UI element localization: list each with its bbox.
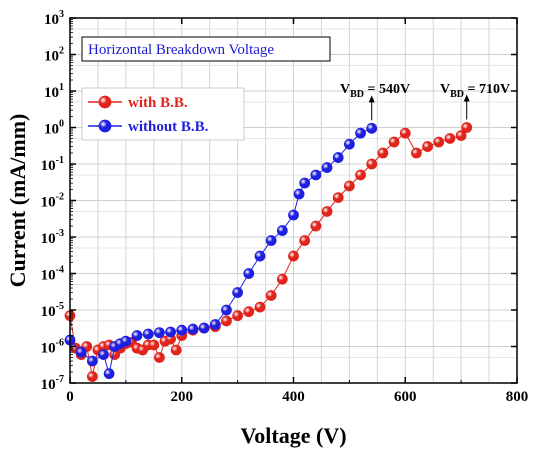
- y-tick-label: 10-2: [41, 192, 64, 211]
- chart-title-box: Horizontal Breakdown Voltage: [81, 36, 331, 62]
- x-tick-label: 0: [66, 389, 74, 405]
- data-point: [86, 371, 98, 382]
- data-point: [265, 235, 277, 246]
- data-point: [98, 349, 109, 360]
- data-point: [232, 310, 244, 322]
- data-point: [276, 273, 288, 285]
- y-tick-label: 10-1: [41, 155, 64, 174]
- data-point: [221, 304, 232, 316]
- data-point: [299, 235, 311, 246]
- data-point: [332, 152, 344, 163]
- y-tick-label: 100: [44, 119, 64, 138]
- x-tick-label: 400: [282, 389, 305, 405]
- data-point: [411, 147, 422, 159]
- y-tick-label: 10-3: [41, 228, 64, 247]
- data-point: [355, 127, 366, 139]
- data-point: [187, 323, 199, 335]
- legend-marker: [98, 119, 112, 133]
- y-tick-label: 10-6: [41, 338, 64, 357]
- data-point: [455, 130, 467, 141]
- data-point: [433, 136, 445, 148]
- x-tick-label: 600: [394, 389, 417, 405]
- series-with-bb: [64, 122, 473, 382]
- data-point: [461, 122, 473, 133]
- data-point: [332, 192, 344, 204]
- data-point: [321, 162, 333, 173]
- y-tick-label: 10-7: [41, 374, 64, 393]
- data-point: [153, 352, 165, 363]
- data-point: [366, 158, 378, 170]
- data-point: [221, 315, 232, 327]
- data-point: [176, 324, 188, 336]
- x-tick-label: 200: [171, 389, 194, 405]
- y-tick-label: 103: [44, 9, 64, 28]
- chart-title: Horizontal Breakdown Voltage: [88, 42, 274, 58]
- legend: with B.B. without B.B.: [81, 87, 245, 141]
- data-point: [343, 180, 355, 192]
- data-point: [399, 127, 411, 139]
- data-point: [288, 209, 299, 221]
- y-tick-label: 10-5: [41, 301, 64, 320]
- data-point: [388, 136, 400, 148]
- data-point: [243, 268, 255, 279]
- annotation-label: VBD = 540V: [340, 82, 410, 100]
- data-point: [254, 301, 266, 313]
- y-tick-label: 10-4: [41, 265, 64, 284]
- data-point: [142, 328, 154, 340]
- legend-marker: [98, 95, 112, 109]
- data-point: [288, 250, 299, 262]
- data-point: [343, 138, 355, 150]
- y-axis-label: Current (mA/mm): [5, 114, 30, 288]
- data-point: [310, 169, 322, 181]
- legend-label: without B.B.: [128, 119, 209, 135]
- data-point: [243, 306, 255, 318]
- plot-area: [64, 122, 473, 382]
- data-point: [131, 330, 143, 341]
- annotation-label: VBD = 710V: [440, 82, 510, 100]
- data-point: [209, 319, 221, 330]
- data-point: [265, 290, 277, 301]
- y-tick-label: 102: [44, 46, 64, 65]
- data-point: [366, 122, 378, 134]
- data-point: [299, 177, 311, 189]
- annotations: VBD = 540V VBD = 710V: [340, 82, 510, 121]
- data-point: [120, 335, 132, 347]
- x-tick-label: 800: [506, 389, 529, 405]
- annotation-arrowhead: [368, 95, 375, 103]
- series-without-bb: [64, 122, 378, 380]
- data-point: [153, 327, 165, 339]
- axis-ticks: 0 200 400 600 800 103 102 101 100 10-1 10-2 10-3 10-…: [41, 9, 529, 405]
- data-point: [170, 344, 182, 356]
- data-point: [444, 133, 456, 144]
- data-point: [276, 225, 288, 236]
- y-tick-label: 101: [44, 82, 64, 101]
- data-point: [422, 141, 434, 152]
- data-point: [103, 368, 115, 380]
- grid: [70, 18, 517, 383]
- data-point: [355, 169, 366, 181]
- data-point: [198, 322, 210, 334]
- legend-box: [81, 87, 245, 141]
- data-point: [232, 287, 244, 298]
- data-point: [293, 188, 305, 200]
- x-axis-label: Voltage (V): [240, 423, 346, 448]
- chart-title-frame: [81, 36, 331, 62]
- data-point: [148, 339, 160, 351]
- data-point: [86, 355, 98, 367]
- annotation-arrowhead: [463, 94, 470, 102]
- data-point: [165, 326, 176, 338]
- data-point: [75, 346, 87, 358]
- legend-label: with B.B.: [128, 95, 188, 111]
- data-point: [377, 147, 389, 159]
- data-point: [310, 220, 322, 232]
- data-point: [321, 206, 333, 217]
- data-point: [254, 250, 266, 262]
